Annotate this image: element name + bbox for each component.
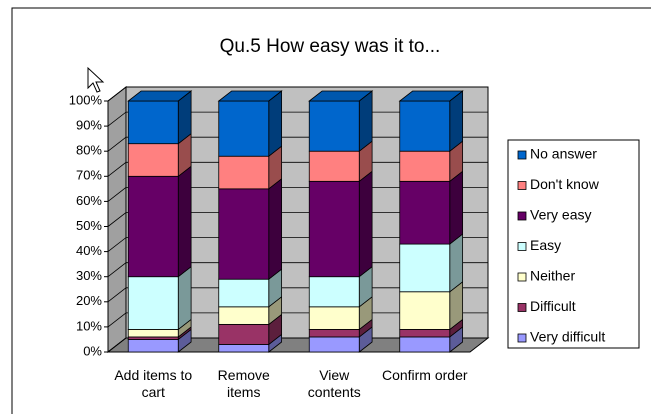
legend-swatch bbox=[517, 333, 527, 343]
y-tick-label: 80% bbox=[76, 143, 102, 158]
bar-side bbox=[268, 90, 283, 158]
legend-swatch bbox=[517, 181, 527, 190]
y-tick-label: 40% bbox=[76, 243, 102, 258]
bar-top bbox=[398, 90, 464, 102]
bar bbox=[218, 278, 270, 308]
bar bbox=[399, 329, 451, 338]
x-tick-label: View contents bbox=[307, 367, 361, 400]
bar bbox=[308, 276, 360, 308]
legend-label: Don't know bbox=[530, 176, 600, 192]
y-tick-label: 70% bbox=[76, 168, 102, 183]
bar bbox=[308, 329, 360, 338]
bar bbox=[218, 188, 270, 280]
y-tick-label: 20% bbox=[76, 293, 102, 308]
bar bbox=[127, 175, 179, 278]
bar-side bbox=[177, 165, 192, 278]
y-tick-label: 100% bbox=[69, 92, 103, 107]
bar-top bbox=[217, 90, 283, 102]
bar bbox=[308, 100, 360, 152]
bar bbox=[127, 143, 179, 177]
bar bbox=[399, 150, 451, 182]
legend-label: No answer bbox=[530, 146, 597, 162]
legend-label: Easy bbox=[530, 237, 561, 253]
bar bbox=[218, 323, 270, 345]
bar-side bbox=[177, 265, 192, 331]
legend-swatch bbox=[517, 272, 527, 282]
bar bbox=[399, 243, 451, 293]
bar bbox=[127, 276, 179, 330]
bar bbox=[308, 180, 360, 278]
y-tick-label: 10% bbox=[76, 318, 102, 333]
bar-top bbox=[127, 90, 193, 102]
grid-line bbox=[107, 86, 488, 102]
bar bbox=[308, 150, 360, 182]
bar bbox=[399, 291, 451, 330]
legend-label: Neither bbox=[530, 268, 575, 284]
bar-side bbox=[449, 90, 464, 153]
bar bbox=[399, 100, 451, 152]
bar bbox=[399, 336, 451, 353]
y-tick-label: 30% bbox=[76, 268, 102, 283]
bar-top bbox=[308, 90, 374, 102]
bar bbox=[218, 100, 270, 157]
x-tick-label: Remove items bbox=[217, 367, 270, 400]
x-tick-label: Confirm order bbox=[381, 367, 468, 383]
bar bbox=[399, 180, 451, 245]
cursor bbox=[87, 66, 105, 93]
legend-swatch bbox=[517, 303, 527, 312]
x-tick-label: Add items to cart bbox=[114, 367, 193, 400]
bar-side bbox=[268, 178, 283, 281]
bar-side bbox=[358, 90, 373, 153]
bar-side bbox=[449, 170, 464, 245]
bar bbox=[218, 155, 270, 190]
bar bbox=[218, 344, 270, 353]
legend-box bbox=[507, 139, 640, 349]
bar-side bbox=[358, 170, 373, 278]
y-tick-label: 50% bbox=[76, 218, 102, 233]
bar bbox=[218, 306, 270, 325]
bar bbox=[308, 306, 360, 330]
bar bbox=[127, 329, 179, 338]
y-tick-label: 0% bbox=[83, 343, 102, 358]
legend-swatch bbox=[517, 242, 527, 251]
y-tick-label: 90% bbox=[76, 118, 102, 133]
bar bbox=[127, 339, 179, 353]
y-tick-label: 60% bbox=[76, 193, 102, 208]
bar bbox=[127, 100, 179, 145]
bar bbox=[308, 336, 360, 353]
legend-swatch bbox=[517, 211, 527, 221]
legend-label: Difficult bbox=[530, 298, 576, 314]
legend-label: Very difficult bbox=[530, 329, 605, 345]
legend-swatch bbox=[517, 150, 527, 160]
chart-title: Qu.5 How easy was it to... bbox=[220, 36, 441, 57]
legend-label: Very easy bbox=[530, 207, 591, 223]
